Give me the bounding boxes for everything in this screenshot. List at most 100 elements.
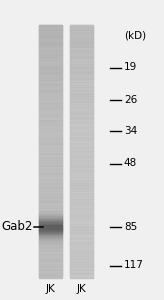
Bar	[70, 145, 93, 146]
Bar	[39, 109, 62, 110]
Bar	[70, 215, 93, 216]
Bar	[39, 275, 62, 276]
Bar	[70, 264, 93, 265]
Bar	[39, 223, 62, 224]
Bar	[39, 174, 62, 175]
Bar	[70, 134, 93, 135]
Bar	[39, 58, 62, 59]
Bar	[70, 91, 93, 92]
Bar	[39, 176, 62, 177]
Bar	[39, 84, 62, 85]
Bar	[39, 205, 62, 206]
Bar	[70, 262, 93, 263]
Bar	[70, 47, 93, 48]
Bar	[39, 145, 62, 146]
Bar	[39, 184, 62, 185]
Bar	[70, 196, 93, 197]
Bar	[70, 52, 93, 53]
Bar	[70, 277, 93, 278]
Bar	[70, 204, 93, 205]
Bar	[70, 95, 93, 96]
Bar	[70, 248, 93, 249]
Bar	[70, 66, 93, 67]
Bar	[70, 217, 93, 218]
Bar	[70, 235, 93, 236]
Bar	[39, 52, 62, 53]
Bar	[39, 123, 62, 124]
Bar	[70, 101, 93, 102]
Bar	[39, 74, 62, 75]
Bar	[39, 232, 62, 233]
Bar	[39, 31, 62, 32]
Bar	[70, 135, 93, 136]
Bar	[70, 162, 93, 163]
Bar	[39, 210, 62, 211]
Bar	[39, 194, 62, 195]
Bar	[70, 265, 93, 266]
Bar	[70, 147, 93, 148]
Bar	[39, 38, 62, 39]
Bar	[39, 107, 62, 108]
Bar	[70, 275, 93, 276]
Bar	[70, 253, 93, 254]
Bar	[39, 71, 62, 72]
Bar	[70, 61, 93, 62]
Bar	[70, 227, 93, 228]
Bar	[39, 71, 62, 72]
Bar	[39, 193, 62, 194]
Bar	[39, 249, 62, 250]
Bar	[70, 105, 93, 106]
Bar	[70, 78, 93, 79]
Bar	[39, 271, 62, 272]
Bar	[70, 148, 93, 149]
Bar	[39, 25, 62, 26]
Bar	[39, 143, 62, 144]
Bar	[70, 256, 93, 257]
Bar	[39, 258, 62, 259]
Bar	[39, 272, 62, 273]
Bar	[39, 161, 62, 162]
Bar	[70, 155, 93, 156]
Bar	[39, 73, 62, 74]
Bar	[70, 80, 93, 81]
Bar	[70, 261, 93, 262]
Bar	[70, 146, 93, 147]
Bar	[39, 49, 62, 50]
Bar	[70, 189, 93, 190]
Bar	[39, 59, 62, 60]
Text: (kD): (kD)	[124, 31, 146, 41]
Bar	[39, 190, 62, 191]
Bar	[70, 185, 93, 186]
Bar	[70, 98, 93, 99]
Bar	[70, 221, 93, 222]
Bar	[39, 233, 62, 234]
Bar	[70, 109, 93, 110]
Bar	[70, 161, 93, 162]
Bar	[70, 132, 93, 133]
Bar	[70, 249, 93, 250]
Bar	[70, 38, 93, 39]
Bar	[70, 259, 93, 260]
Bar	[39, 69, 62, 70]
Bar	[70, 241, 93, 242]
Bar	[70, 86, 93, 87]
Bar	[70, 30, 93, 31]
Bar	[39, 135, 62, 136]
Bar	[39, 88, 62, 89]
Bar	[39, 231, 62, 232]
Bar	[70, 115, 93, 116]
Bar	[70, 150, 93, 151]
Bar	[70, 196, 93, 197]
Bar	[39, 203, 62, 204]
Bar	[39, 268, 62, 269]
Bar	[70, 98, 93, 99]
Bar	[39, 242, 62, 243]
Text: 34: 34	[124, 125, 137, 136]
Bar	[70, 181, 93, 182]
Bar	[70, 206, 93, 207]
Bar	[70, 117, 93, 118]
Bar	[39, 251, 62, 252]
Bar	[70, 136, 93, 137]
Bar	[70, 212, 93, 213]
Bar	[70, 162, 93, 163]
